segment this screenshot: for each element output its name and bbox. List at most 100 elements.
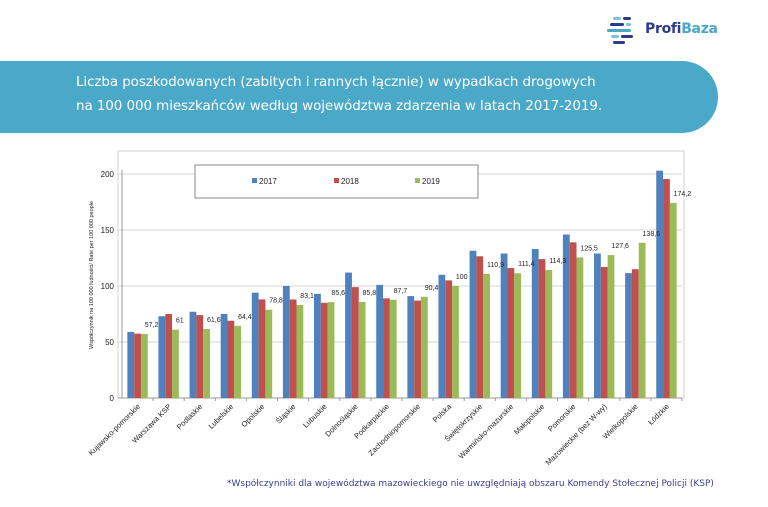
- data-label: 57,2: [145, 322, 159, 329]
- bar-2017: [438, 274, 446, 398]
- bar-2019: [514, 273, 522, 398]
- bar-2017: [127, 331, 135, 398]
- x-tick-label: Kujawsko-pomorskie: [87, 402, 142, 457]
- logo-text: ProfiBaza: [645, 21, 718, 37]
- bar-2019: [638, 242, 646, 398]
- bar-2019: [172, 329, 179, 398]
- data-label: 64,4: [238, 314, 252, 321]
- data-label: 100: [456, 274, 468, 281]
- data-label: 90,4: [425, 285, 439, 292]
- bar-2019: [140, 333, 148, 398]
- bar-2017: [500, 253, 508, 398]
- bar-2019: [265, 309, 273, 398]
- legend-swatch-2017: [252, 178, 257, 183]
- bar-2018: [663, 179, 670, 398]
- data-label: 138,6: [643, 231, 661, 238]
- data-label: 85,8: [363, 290, 377, 297]
- profibaza-logo: ProfiBaza: [607, 14, 718, 44]
- data-label: 61,6: [207, 317, 221, 324]
- x-tick-label: Warmińsko-mazurskie: [457, 402, 516, 461]
- x-tick-label: Opolskie: [239, 402, 266, 429]
- legend-swatch-2018: [334, 178, 339, 183]
- x-tick-label: Lubuskie: [301, 402, 329, 430]
- bar-2019: [452, 286, 459, 398]
- bar-2017: [625, 273, 632, 398]
- bar-2019: [420, 296, 428, 398]
- bar-2018: [351, 287, 359, 398]
- bar-2017: [407, 296, 415, 398]
- bar-2017: [282, 286, 290, 398]
- bar-2017: [189, 311, 197, 398]
- bar-2017: [469, 250, 477, 398]
- bar-2019: [389, 299, 397, 398]
- bar-2017: [562, 234, 570, 398]
- bar-2019: [669, 202, 677, 398]
- bar-2019: [327, 302, 335, 398]
- bar-2018: [569, 242, 577, 398]
- bar-2017: [158, 316, 166, 398]
- legend-label-2018: 2018: [341, 177, 359, 186]
- bar-2018: [631, 269, 639, 398]
- x-tick-label: Małopolskie: [512, 402, 546, 436]
- data-label: 127,6: [611, 243, 629, 250]
- data-label: 114,3: [549, 258, 566, 265]
- x-tick-label: Lubelskie: [207, 402, 236, 431]
- bar-2018: [258, 299, 266, 398]
- bar-2017: [345, 272, 352, 398]
- bar-2018: [289, 299, 297, 398]
- bar-2017: [314, 293, 321, 398]
- bar-2017: [376, 284, 384, 398]
- bar-2018: [414, 300, 421, 398]
- legend-label-2019: 2019: [422, 177, 440, 186]
- data-label: 78,8: [269, 298, 283, 305]
- bar-2019: [234, 325, 242, 398]
- y-tick-label: 0: [110, 394, 115, 403]
- data-label: 125,5: [580, 245, 598, 252]
- bar-2018: [507, 268, 515, 398]
- bar-2017: [594, 253, 601, 398]
- legend-swatch-2019: [415, 178, 420, 183]
- data-label: 174,2: [674, 191, 692, 198]
- data-label: 85,6: [331, 290, 345, 297]
- y-tick-label: 200: [101, 170, 115, 179]
- bar-2019: [296, 304, 304, 398]
- x-tick-label: Polska: [431, 401, 454, 424]
- x-tick-label: Zachodniopomorskie: [366, 402, 422, 458]
- bar-2019: [607, 255, 615, 398]
- legend-label-2017: 2017: [259, 177, 277, 186]
- title-line-2: na 100 000 mieszkańców według województw…: [76, 98, 603, 114]
- data-label: 111,4: [518, 261, 535, 268]
- bar-2018: [320, 302, 328, 398]
- bar-2018: [600, 266, 608, 398]
- y-tick-label: 50: [105, 338, 114, 347]
- bar-2019: [203, 329, 210, 398]
- bar-2018: [476, 256, 484, 398]
- title-line-1: Liczba poszkodowanych (zabitych i rannyc…: [76, 74, 596, 90]
- x-tick-label: Podlaskie: [175, 402, 204, 431]
- bar-2018: [165, 314, 173, 398]
- bar-2018: [196, 315, 204, 398]
- bar-2018: [383, 298, 390, 398]
- bar-2017: [531, 249, 539, 398]
- data-label: 110,9: [487, 262, 504, 269]
- bar-2018: [445, 280, 453, 398]
- data-label: 83,1: [300, 293, 314, 300]
- bar-2019: [576, 257, 584, 398]
- bar-2017: [251, 292, 259, 398]
- bar-2017: [220, 314, 228, 398]
- legend: 2017 2018 2019: [194, 164, 479, 199]
- y-axis-label: Współczynnik na 100 000 ludności/ Rate p…: [89, 201, 95, 349]
- bar-2018: [227, 320, 235, 398]
- bar-2019: [358, 301, 366, 398]
- y-tick-label: 150: [101, 226, 115, 235]
- bar-2018: [538, 259, 546, 398]
- data-label: 61: [176, 318, 184, 325]
- x-tick-label: Mazowieckie (bez W-wy): [544, 402, 609, 467]
- bar-2019: [545, 269, 553, 398]
- x-tick-label: Śląskie: [274, 402, 297, 425]
- x-tick-label: Łódzkie: [646, 402, 671, 427]
- title-banner: Liczba poszkodowanych (zabitych i rannyc…: [0, 61, 718, 133]
- bar-2018: [134, 333, 141, 398]
- footnote: *Współczynniki dla województwa mazowieck…: [227, 479, 714, 489]
